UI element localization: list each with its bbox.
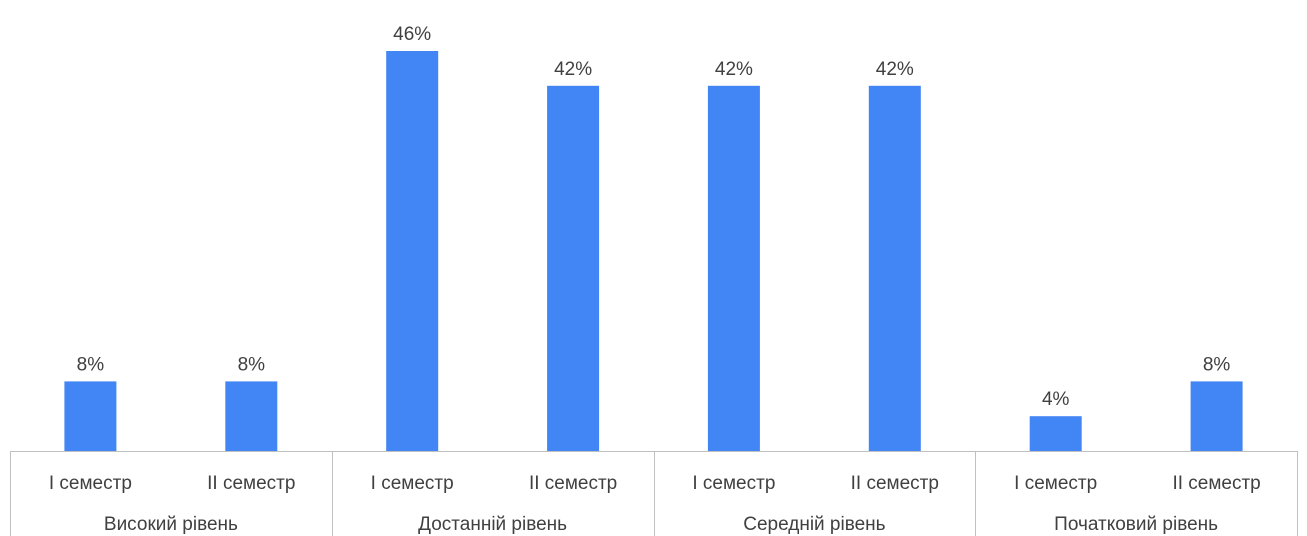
x-group-label: Достанній рівень: [418, 514, 567, 535]
x-tick-label: ІІ семестр: [1172, 473, 1260, 494]
x-tick-label: І семестр: [1014, 473, 1097, 494]
bar: [1190, 381, 1243, 451]
chart-marks: 8% І семестр 8% ІІ семестр Високий рівень 46%…: [10, 24, 1298, 536]
bar: [707, 85, 760, 452]
bar: [64, 381, 117, 451]
bar: [868, 85, 921, 452]
bar-data-label: 46%: [393, 24, 431, 45]
bar-data-label: 8%: [77, 354, 105, 375]
bar: [1029, 416, 1082, 451]
bar-data-label: 42%: [554, 59, 592, 80]
x-tick-label: ІІ семестр: [207, 473, 295, 494]
bar: [225, 381, 278, 451]
x-tick-label: І семестр: [49, 473, 132, 494]
x-group-label: Середній рівень: [743, 514, 885, 535]
x-tick-label: І семестр: [692, 473, 775, 494]
x-group-label: Початковий рівень: [1054, 514, 1218, 535]
x-tick-label: ІІ семестр: [851, 473, 939, 494]
bar-data-label: 8%: [1203, 354, 1231, 375]
bar: [547, 85, 600, 452]
x-tick-label: ІІ семестр: [529, 473, 617, 494]
bar-data-label: 8%: [238, 354, 266, 375]
bar: [386, 51, 439, 451]
x-tick-label: І семестр: [371, 473, 454, 494]
bar-data-label: 42%: [876, 59, 914, 80]
bar-data-label: 4%: [1042, 389, 1070, 410]
bar-data-label: 42%: [715, 59, 753, 80]
x-group-label: Високий рівень: [104, 514, 238, 535]
